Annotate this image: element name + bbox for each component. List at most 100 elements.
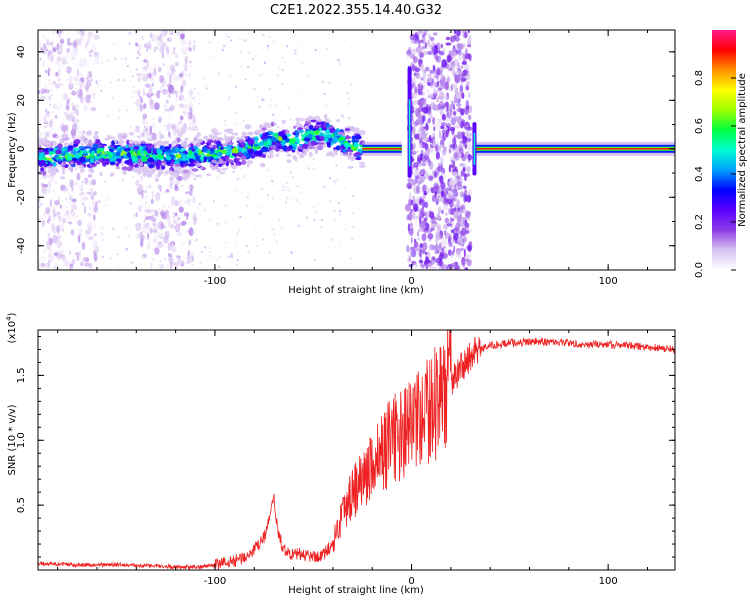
heatmap-cell bbox=[131, 261, 134, 264]
heatmap-cell bbox=[178, 222, 183, 227]
heatmap-cell bbox=[63, 67, 68, 71]
heatmap-cell bbox=[86, 77, 89, 80]
heatmap-cell bbox=[408, 198, 412, 207]
heatmap-cell bbox=[65, 198, 68, 201]
heatmap-cell bbox=[156, 148, 161, 154]
heatmap-cell bbox=[197, 149, 203, 155]
heatmap-cell bbox=[89, 153, 94, 159]
heatmap-cell bbox=[68, 166, 74, 171]
heatmap-cell bbox=[175, 180, 180, 186]
heatmap-cell bbox=[192, 104, 196, 111]
heatmap-cell bbox=[143, 103, 147, 110]
heatmap-cell bbox=[41, 132, 44, 135]
heatmap-cell bbox=[449, 106, 453, 115]
heatmap-cell bbox=[191, 168, 199, 172]
heatmap-cell bbox=[185, 266, 189, 270]
heatmap-cell bbox=[84, 205, 87, 215]
heatmap-cell bbox=[273, 122, 277, 126]
heatmap-cell bbox=[441, 149, 447, 157]
heatmap-cell bbox=[206, 173, 212, 177]
snr-series-line bbox=[38, 330, 675, 570]
heatmap-cell bbox=[180, 47, 186, 52]
heatmap-cell bbox=[432, 65, 436, 72]
heatmap-cell bbox=[157, 211, 160, 214]
heatmap-cell bbox=[69, 252, 72, 255]
heatmap-cell bbox=[359, 164, 366, 168]
heatmap-cell bbox=[150, 144, 155, 147]
heatmap-cell bbox=[50, 198, 52, 208]
heatmap-cell bbox=[465, 253, 471, 260]
heatmap-cell bbox=[149, 217, 152, 220]
heatmap-cell bbox=[57, 215, 62, 220]
heatmap-cell bbox=[344, 76, 347, 79]
heatmap-cell bbox=[43, 136, 47, 142]
colorbar-gradient bbox=[712, 30, 736, 270]
heatmap-cell bbox=[260, 148, 268, 152]
heatmap-cell bbox=[456, 77, 460, 82]
heatmap-cell bbox=[413, 203, 419, 212]
heatmap-cell bbox=[93, 34, 100, 40]
heatmap-cell bbox=[167, 94, 171, 98]
heatmap-cell bbox=[53, 252, 59, 256]
heatmap-cell bbox=[451, 83, 458, 89]
heatmap-cell bbox=[208, 250, 211, 253]
heatmap-cell bbox=[194, 87, 196, 90]
heatmap-cell bbox=[218, 74, 221, 77]
heatmap-cell bbox=[437, 208, 442, 214]
heatmap-cell bbox=[305, 30, 308, 33]
heatmap-cell bbox=[331, 238, 334, 241]
heatmap-cell bbox=[225, 241, 228, 244]
heatmap-cell bbox=[438, 91, 445, 101]
heatmap-cell bbox=[247, 250, 250, 253]
heatmap-cell bbox=[159, 46, 165, 54]
heatmap-cell bbox=[65, 187, 69, 191]
heatmap-cell bbox=[419, 253, 422, 259]
heatmap-cell bbox=[412, 195, 416, 202]
heatmap-cell bbox=[419, 124, 424, 132]
heatmap-cell bbox=[219, 132, 222, 134]
heatmap-cell bbox=[410, 236, 413, 244]
heatmap-cell bbox=[456, 116, 463, 125]
heatmap-cell bbox=[337, 131, 345, 135]
heatmap-cell bbox=[172, 211, 176, 220]
heatmap-cell bbox=[85, 83, 90, 90]
heatmap-cell bbox=[440, 122, 447, 126]
heatmap-cell bbox=[219, 256, 221, 259]
heatmap-cell bbox=[71, 103, 74, 106]
heatmap-y-tick-label: -40 bbox=[16, 238, 27, 254]
heatmap-cell bbox=[195, 217, 198, 220]
heatmap-cell bbox=[224, 123, 227, 126]
heatmap-cell bbox=[224, 120, 227, 122]
heatmap-cell bbox=[327, 142, 330, 147]
line-y-tick-label: 1.0 bbox=[16, 432, 27, 448]
heatmap-cell bbox=[409, 227, 414, 233]
heatmap-cell bbox=[417, 30, 420, 37]
heatmap-cell bbox=[83, 140, 89, 144]
heatmap-cell bbox=[141, 34, 144, 41]
heatmap-cell bbox=[171, 218, 176, 223]
heatmap-cell bbox=[408, 46, 412, 56]
heatmap-cell bbox=[448, 187, 452, 192]
heatmap-cell bbox=[224, 204, 227, 207]
heatmap-cell bbox=[115, 166, 121, 170]
heatmap-cell bbox=[243, 151, 247, 157]
heatmap-cell bbox=[227, 36, 230, 38]
heatmap-cell bbox=[104, 137, 110, 141]
heatmap-cell bbox=[207, 220, 210, 223]
heatmap-cell bbox=[59, 103, 62, 106]
heatmap-cell bbox=[74, 65, 78, 70]
heatmap-cell bbox=[273, 40, 276, 43]
heatmap-cell bbox=[195, 142, 201, 147]
heatmap-cell bbox=[451, 189, 456, 196]
heatmap-cell bbox=[165, 152, 169, 157]
heatmap-cell bbox=[98, 158, 103, 163]
heatmap-cell bbox=[428, 33, 431, 40]
heatmap-cell bbox=[139, 223, 142, 226]
heatmap-cell bbox=[115, 158, 121, 162]
heatmap-cell bbox=[74, 167, 80, 171]
heatmap-cell bbox=[101, 143, 107, 147]
heatmap-cell bbox=[147, 41, 152, 48]
heatmap-cell bbox=[241, 131, 247, 137]
heatmap-cell bbox=[60, 45, 63, 47]
